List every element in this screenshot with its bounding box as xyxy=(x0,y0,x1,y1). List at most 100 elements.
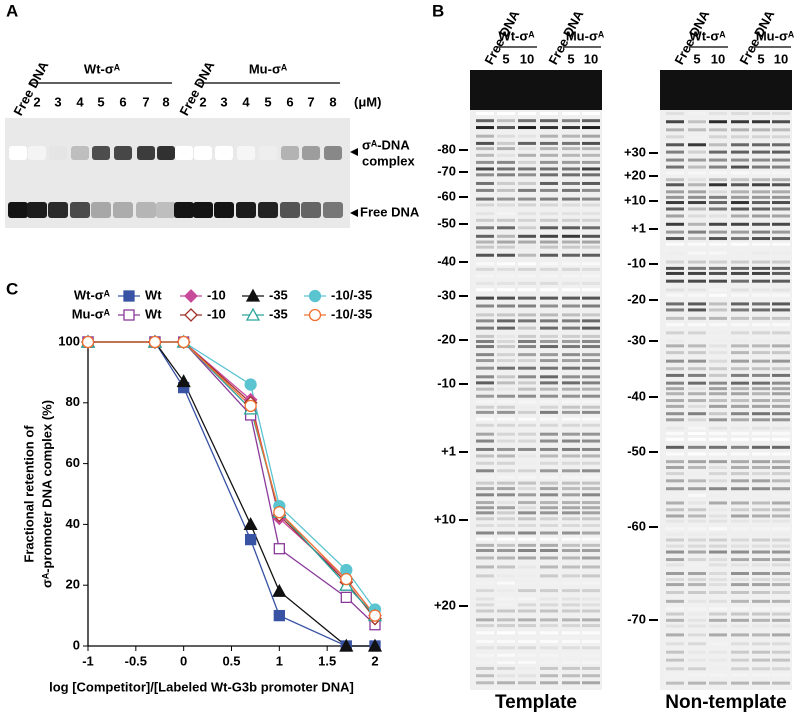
gel-band xyxy=(709,165,727,169)
gel-band xyxy=(562,375,580,379)
gel-band xyxy=(9,146,27,160)
gel-band xyxy=(582,549,600,553)
gel-band xyxy=(772,158,790,162)
gel-band xyxy=(731,222,749,226)
gel-band xyxy=(752,399,770,403)
gel-band xyxy=(688,222,706,226)
gel-band xyxy=(709,158,727,162)
gel-band xyxy=(497,646,515,650)
gel-band xyxy=(497,153,515,157)
gel-band xyxy=(688,359,706,363)
gel-band xyxy=(540,112,558,115)
gel-band xyxy=(562,197,580,201)
gel-band xyxy=(518,653,536,657)
gel-band xyxy=(562,410,580,414)
gel-band xyxy=(540,197,558,201)
gel-band xyxy=(518,603,536,607)
gel-band xyxy=(772,214,790,218)
gel-band xyxy=(518,147,536,151)
gel-band xyxy=(752,452,770,456)
gel-band xyxy=(688,571,706,575)
gel-band xyxy=(666,190,684,194)
gel-band xyxy=(562,353,580,357)
gel-band xyxy=(540,147,558,151)
gel-band xyxy=(772,331,790,335)
gel-band xyxy=(476,493,494,497)
gel-band xyxy=(752,583,770,587)
gel-band xyxy=(497,543,515,547)
gel-band xyxy=(772,323,790,327)
gel-band xyxy=(709,308,727,312)
gel-band xyxy=(8,202,28,218)
gel-band xyxy=(497,203,515,207)
gel-band xyxy=(562,469,580,473)
gel-band xyxy=(752,178,770,182)
gel-band xyxy=(518,253,536,257)
lane-label: 2 xyxy=(33,94,40,109)
gel-band xyxy=(562,387,580,391)
gel-band xyxy=(497,112,515,115)
gel-band xyxy=(582,511,600,515)
gel-band xyxy=(752,527,770,531)
gel-band xyxy=(562,454,580,458)
gel-band xyxy=(752,201,770,205)
gel-band xyxy=(476,447,494,451)
gel-band xyxy=(562,666,580,670)
gel-band xyxy=(772,618,790,622)
gel-band xyxy=(562,618,580,622)
gel-band xyxy=(772,178,790,182)
gel-band xyxy=(731,195,749,199)
lane-label: 10 xyxy=(711,51,725,66)
gel-band xyxy=(562,334,580,338)
gel-band xyxy=(518,345,536,349)
gel-band xyxy=(582,506,600,510)
gel-band xyxy=(582,304,600,308)
gel-band xyxy=(709,201,727,205)
gel-band xyxy=(709,612,727,616)
gel-band xyxy=(518,624,536,628)
gel-band xyxy=(476,274,494,278)
gel-band xyxy=(688,112,706,115)
gel-band xyxy=(497,160,515,164)
position-marker: +10 xyxy=(624,192,646,207)
gel-band xyxy=(731,279,749,283)
gel-band xyxy=(582,253,600,257)
gel-band xyxy=(540,631,558,635)
gel-band xyxy=(582,274,600,278)
gel-band xyxy=(476,112,494,115)
gel-band xyxy=(175,146,193,160)
gel-band xyxy=(688,418,706,422)
gel-band xyxy=(709,339,727,343)
gel-band xyxy=(752,681,770,685)
gel-band xyxy=(476,134,494,138)
gel-band xyxy=(666,673,684,677)
gel-band xyxy=(562,537,580,541)
gel-band xyxy=(666,437,684,441)
gel-band xyxy=(731,214,749,218)
gel-band xyxy=(540,574,558,578)
gel-band xyxy=(476,181,494,185)
lane-label: 4 xyxy=(76,94,84,109)
gel-band xyxy=(752,293,770,297)
gel-band xyxy=(752,563,770,567)
gel-band xyxy=(731,618,749,622)
gel-band xyxy=(582,417,600,421)
gel-band xyxy=(688,673,706,677)
gel-band xyxy=(518,405,536,409)
gel-band xyxy=(752,183,770,187)
gel-band xyxy=(518,439,536,443)
gel-band xyxy=(772,624,790,628)
gel-band xyxy=(772,650,790,654)
gel-band xyxy=(476,381,494,385)
gel-band xyxy=(582,245,600,249)
gel-band xyxy=(772,452,790,456)
gel-band xyxy=(540,313,558,317)
gel-band xyxy=(582,394,600,398)
gel-band xyxy=(582,134,600,138)
gel-band xyxy=(136,202,156,218)
gel-band xyxy=(476,387,494,391)
gel-band xyxy=(540,234,558,238)
gel-band xyxy=(731,544,749,548)
gel-band xyxy=(688,599,706,603)
gel-band xyxy=(562,506,580,510)
